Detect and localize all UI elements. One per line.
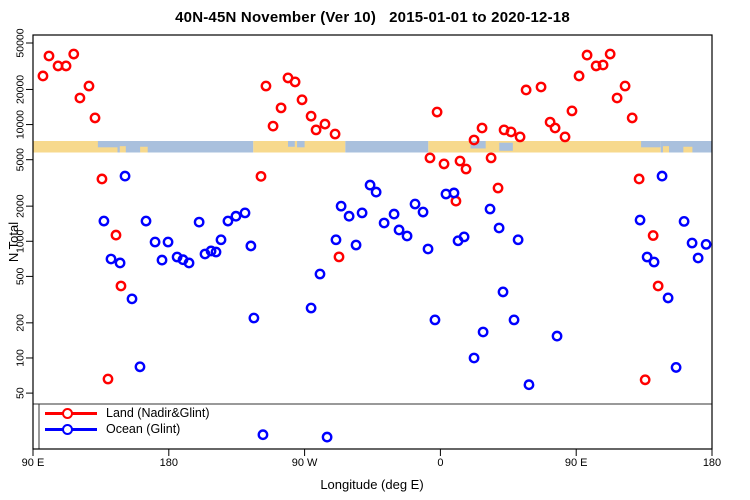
svg-text:90 W: 90 W: [292, 457, 318, 469]
legend: Land (Nadir&Glint) Ocean (Glint): [45, 405, 210, 437]
svg-text:50: 50: [15, 387, 27, 399]
legend-label-ocean: Ocean (Glint): [106, 422, 181, 436]
svg-text:1000: 1000: [15, 229, 27, 253]
svg-text:90 E: 90 E: [22, 457, 45, 469]
svg-text:90 E: 90 E: [565, 457, 588, 469]
svg-text:5000: 5000: [15, 148, 27, 172]
svg-text:180: 180: [703, 457, 721, 469]
legend-label-land: Land (Nadir&Glint): [106, 406, 210, 420]
svg-text:2000: 2000: [15, 194, 27, 218]
svg-text:0: 0: [437, 457, 443, 469]
y-axis-title: N Total: [6, 221, 21, 263]
svg-text:10000: 10000: [14, 110, 26, 139]
x-axis-title: Longitude (deg E): [320, 477, 424, 492]
ocean-marker-icon: [45, 423, 97, 436]
svg-text:20000: 20000: [15, 75, 27, 104]
svg-text:100: 100: [15, 349, 27, 367]
legend-item-ocean: Ocean (Glint): [45, 421, 210, 437]
svg-text:180: 180: [160, 457, 178, 469]
svg-text:50000: 50000: [15, 28, 27, 57]
svg-text:200: 200: [15, 314, 27, 332]
legend-item-land: Land (Nadir&Glint): [45, 405, 210, 421]
land-marker-icon: [45, 407, 97, 420]
svg-text:500: 500: [15, 267, 27, 285]
chart-title: 40N-45N November (Ver 10) 2015-01-01 to …: [175, 9, 570, 26]
